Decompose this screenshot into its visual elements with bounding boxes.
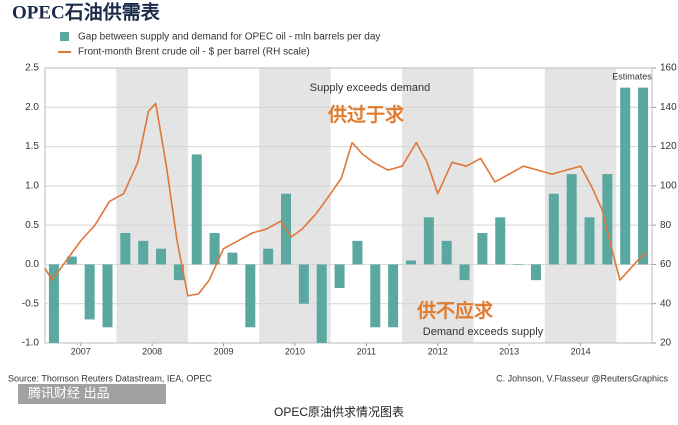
bar bbox=[156, 248, 167, 265]
y-tick-label: 1.5 bbox=[25, 141, 39, 152]
bar bbox=[441, 240, 452, 265]
y-tick-label: 1.0 bbox=[25, 180, 39, 191]
y-tick-label: 2.0 bbox=[25, 102, 39, 113]
bar bbox=[334, 264, 345, 288]
bar bbox=[530, 264, 541, 281]
bar bbox=[191, 154, 202, 265]
x-tick-label: 2014 bbox=[571, 346, 591, 356]
x-tick-label: 2010 bbox=[285, 346, 305, 356]
legend-label: Front-month Brent crude oil - $ per barr… bbox=[78, 47, 310, 58]
chart-title: OPEC石油供需表 bbox=[12, 0, 161, 23]
y2-tick-label: 160 bbox=[660, 63, 677, 74]
annotation: Supply exceeds demand bbox=[310, 82, 430, 94]
bar bbox=[66, 256, 77, 265]
x-tick-label: 2011 bbox=[357, 346, 376, 356]
annotation: 供过于求 bbox=[327, 103, 405, 126]
year-band bbox=[402, 68, 474, 343]
bar bbox=[245, 264, 256, 328]
bar bbox=[173, 264, 184, 281]
bar bbox=[566, 174, 577, 265]
y-tick-label: 0.5 bbox=[25, 220, 39, 231]
x-tick-label: 2013 bbox=[499, 346, 519, 356]
legend-label: Gap between supply and demand for OPEC o… bbox=[78, 32, 380, 43]
bar bbox=[84, 264, 95, 320]
x-tick-label: 2012 bbox=[428, 346, 448, 356]
bar bbox=[602, 174, 613, 265]
y-tick-label: -0.5 bbox=[22, 298, 40, 309]
bar bbox=[227, 252, 238, 265]
plot-frame bbox=[44, 67, 653, 344]
bar bbox=[459, 264, 470, 281]
y2-tick-label: 80 bbox=[660, 220, 672, 231]
annotation: Estimates bbox=[612, 71, 652, 81]
bar bbox=[209, 233, 220, 265]
y2-tick-label: 120 bbox=[660, 141, 677, 152]
bar bbox=[548, 193, 559, 265]
bar bbox=[48, 264, 59, 343]
credit: C. Johnson, V.Flasseur @ReutersGraphics bbox=[496, 373, 668, 383]
bar bbox=[102, 264, 113, 328]
y-tick-label: 2.5 bbox=[25, 63, 39, 74]
bar bbox=[316, 264, 327, 343]
bar bbox=[423, 217, 434, 265]
annotation: Demand exceeds supply bbox=[423, 326, 544, 338]
x-tick-label: 2007 bbox=[71, 346, 91, 356]
bar bbox=[620, 87, 631, 265]
bar bbox=[352, 240, 363, 265]
bar bbox=[405, 260, 416, 265]
x-tick-label: 2008 bbox=[142, 346, 162, 356]
legend-swatch bbox=[60, 32, 69, 41]
y2-tick-label: 40 bbox=[660, 298, 672, 309]
annotation: 供不应求 bbox=[416, 299, 494, 322]
bar bbox=[263, 248, 274, 265]
bar bbox=[584, 217, 595, 265]
bar bbox=[477, 233, 488, 265]
bar bbox=[370, 264, 381, 328]
bar bbox=[638, 87, 649, 265]
bar bbox=[495, 217, 506, 265]
y-tick-label: -1.0 bbox=[22, 338, 40, 349]
watermark-box bbox=[18, 384, 166, 404]
caption: OPEC原油供求情况图表 bbox=[274, 405, 404, 419]
plot: -1.0 -0.5 0.0 0.5 1.0 1.5 2.0 2.5 20 40 60 80 100 120… bbox=[22, 63, 677, 357]
watermark: 腾讯财经 出品 bbox=[28, 385, 110, 400]
source: Source: Thomson Reuters Datastream, IEA,… bbox=[8, 373, 212, 383]
y-tick-label: 0.0 bbox=[25, 259, 39, 270]
bar bbox=[120, 233, 131, 265]
line bbox=[44, 102, 647, 297]
year-band bbox=[116, 68, 188, 343]
bar bbox=[513, 264, 524, 265]
y2-tick-label: 60 bbox=[660, 259, 672, 270]
y2-tick-label: 140 bbox=[660, 102, 677, 113]
y2-tick-label: 20 bbox=[660, 338, 672, 349]
bar bbox=[138, 240, 149, 265]
x-tick-label: 2009 bbox=[214, 346, 234, 356]
y2-tick-label: 100 bbox=[660, 180, 677, 191]
legend: Gap between supply and demand for OPEC o… bbox=[58, 32, 380, 58]
bar bbox=[298, 264, 309, 304]
bar bbox=[388, 264, 399, 328]
